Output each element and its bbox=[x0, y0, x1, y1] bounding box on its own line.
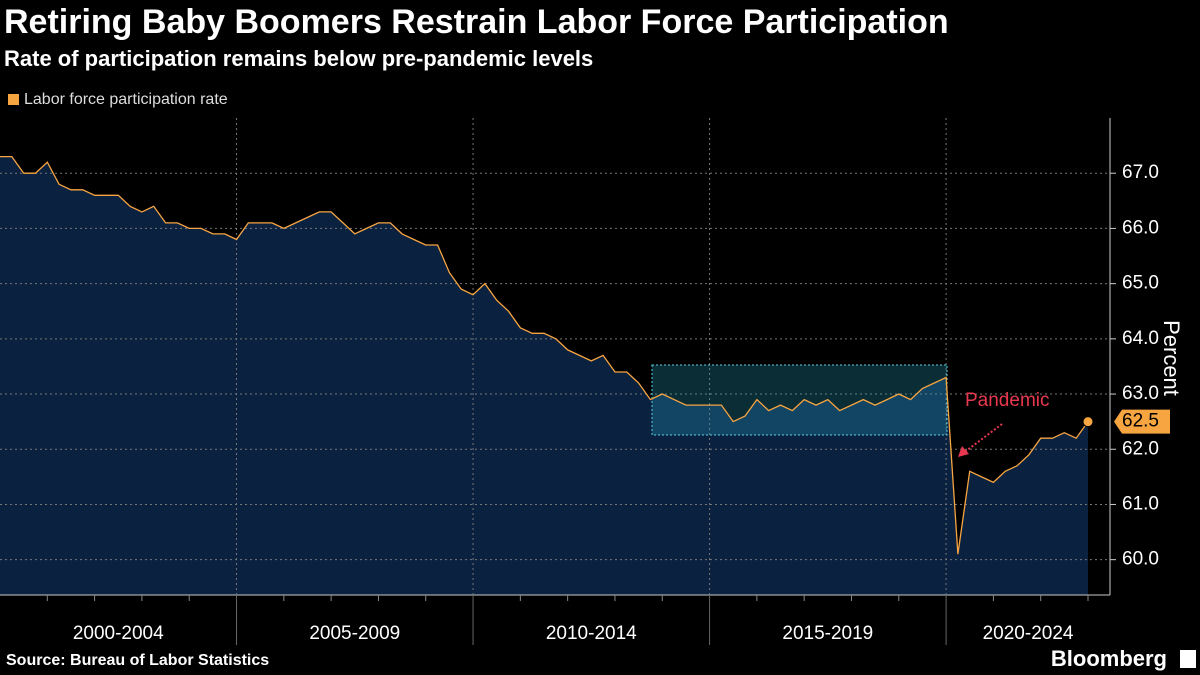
value-label: 62.5 bbox=[1122, 411, 1159, 432]
chart-subtitle: Rate of participation remains below pre-… bbox=[4, 46, 593, 71]
line bbox=[0, 155, 1089, 555]
source: Source: Bureau of Labor Statistics bbox=[6, 652, 269, 669]
y-axis-label: Percent bbox=[1159, 320, 1184, 396]
y-tick-label: 60.0 bbox=[1122, 549, 1159, 570]
x-band-label: 2020-2024 bbox=[983, 623, 1074, 644]
y-tick-label: 62.0 bbox=[1122, 438, 1159, 459]
annotation-arrowhead bbox=[958, 446, 969, 457]
annotation-arrow bbox=[961, 423, 1003, 455]
x-band-label: 2010-2014 bbox=[546, 623, 637, 644]
legend-label: Labor force participation rate bbox=[24, 91, 228, 108]
y-tick-label: 61.0 bbox=[1122, 493, 1159, 514]
y-tick-label: 67.0 bbox=[1122, 162, 1159, 183]
y-tick-label: 63.0 bbox=[1122, 383, 1159, 404]
x-band-label: 2000-2004 bbox=[73, 623, 164, 644]
area bbox=[0, 156, 1088, 595]
brand: Bloomberg bbox=[1051, 646, 1167, 671]
y-tick-label: 65.0 bbox=[1122, 273, 1159, 294]
y-tick-label: 64.0 bbox=[1122, 328, 1159, 349]
last-point bbox=[1082, 416, 1094, 428]
annotation: Pandemic bbox=[965, 390, 1050, 411]
legend-swatch bbox=[8, 94, 19, 105]
value-tag bbox=[1114, 409, 1170, 434]
chart-title: Retiring Baby Boomers Restrain Labor For… bbox=[4, 3, 949, 41]
x-band-label: 2005-2009 bbox=[309, 623, 400, 644]
highlight-box bbox=[651, 364, 948, 436]
x-band-label: 2015-2019 bbox=[782, 623, 873, 644]
brand-icon bbox=[1180, 650, 1196, 668]
y-tick-label: 66.0 bbox=[1122, 217, 1159, 238]
